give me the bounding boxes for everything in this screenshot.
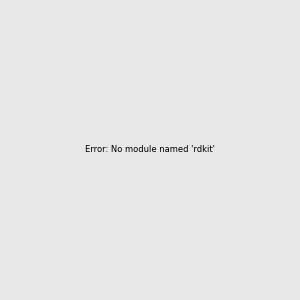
- Text: Error: No module named 'rdkit': Error: No module named 'rdkit': [85, 146, 215, 154]
